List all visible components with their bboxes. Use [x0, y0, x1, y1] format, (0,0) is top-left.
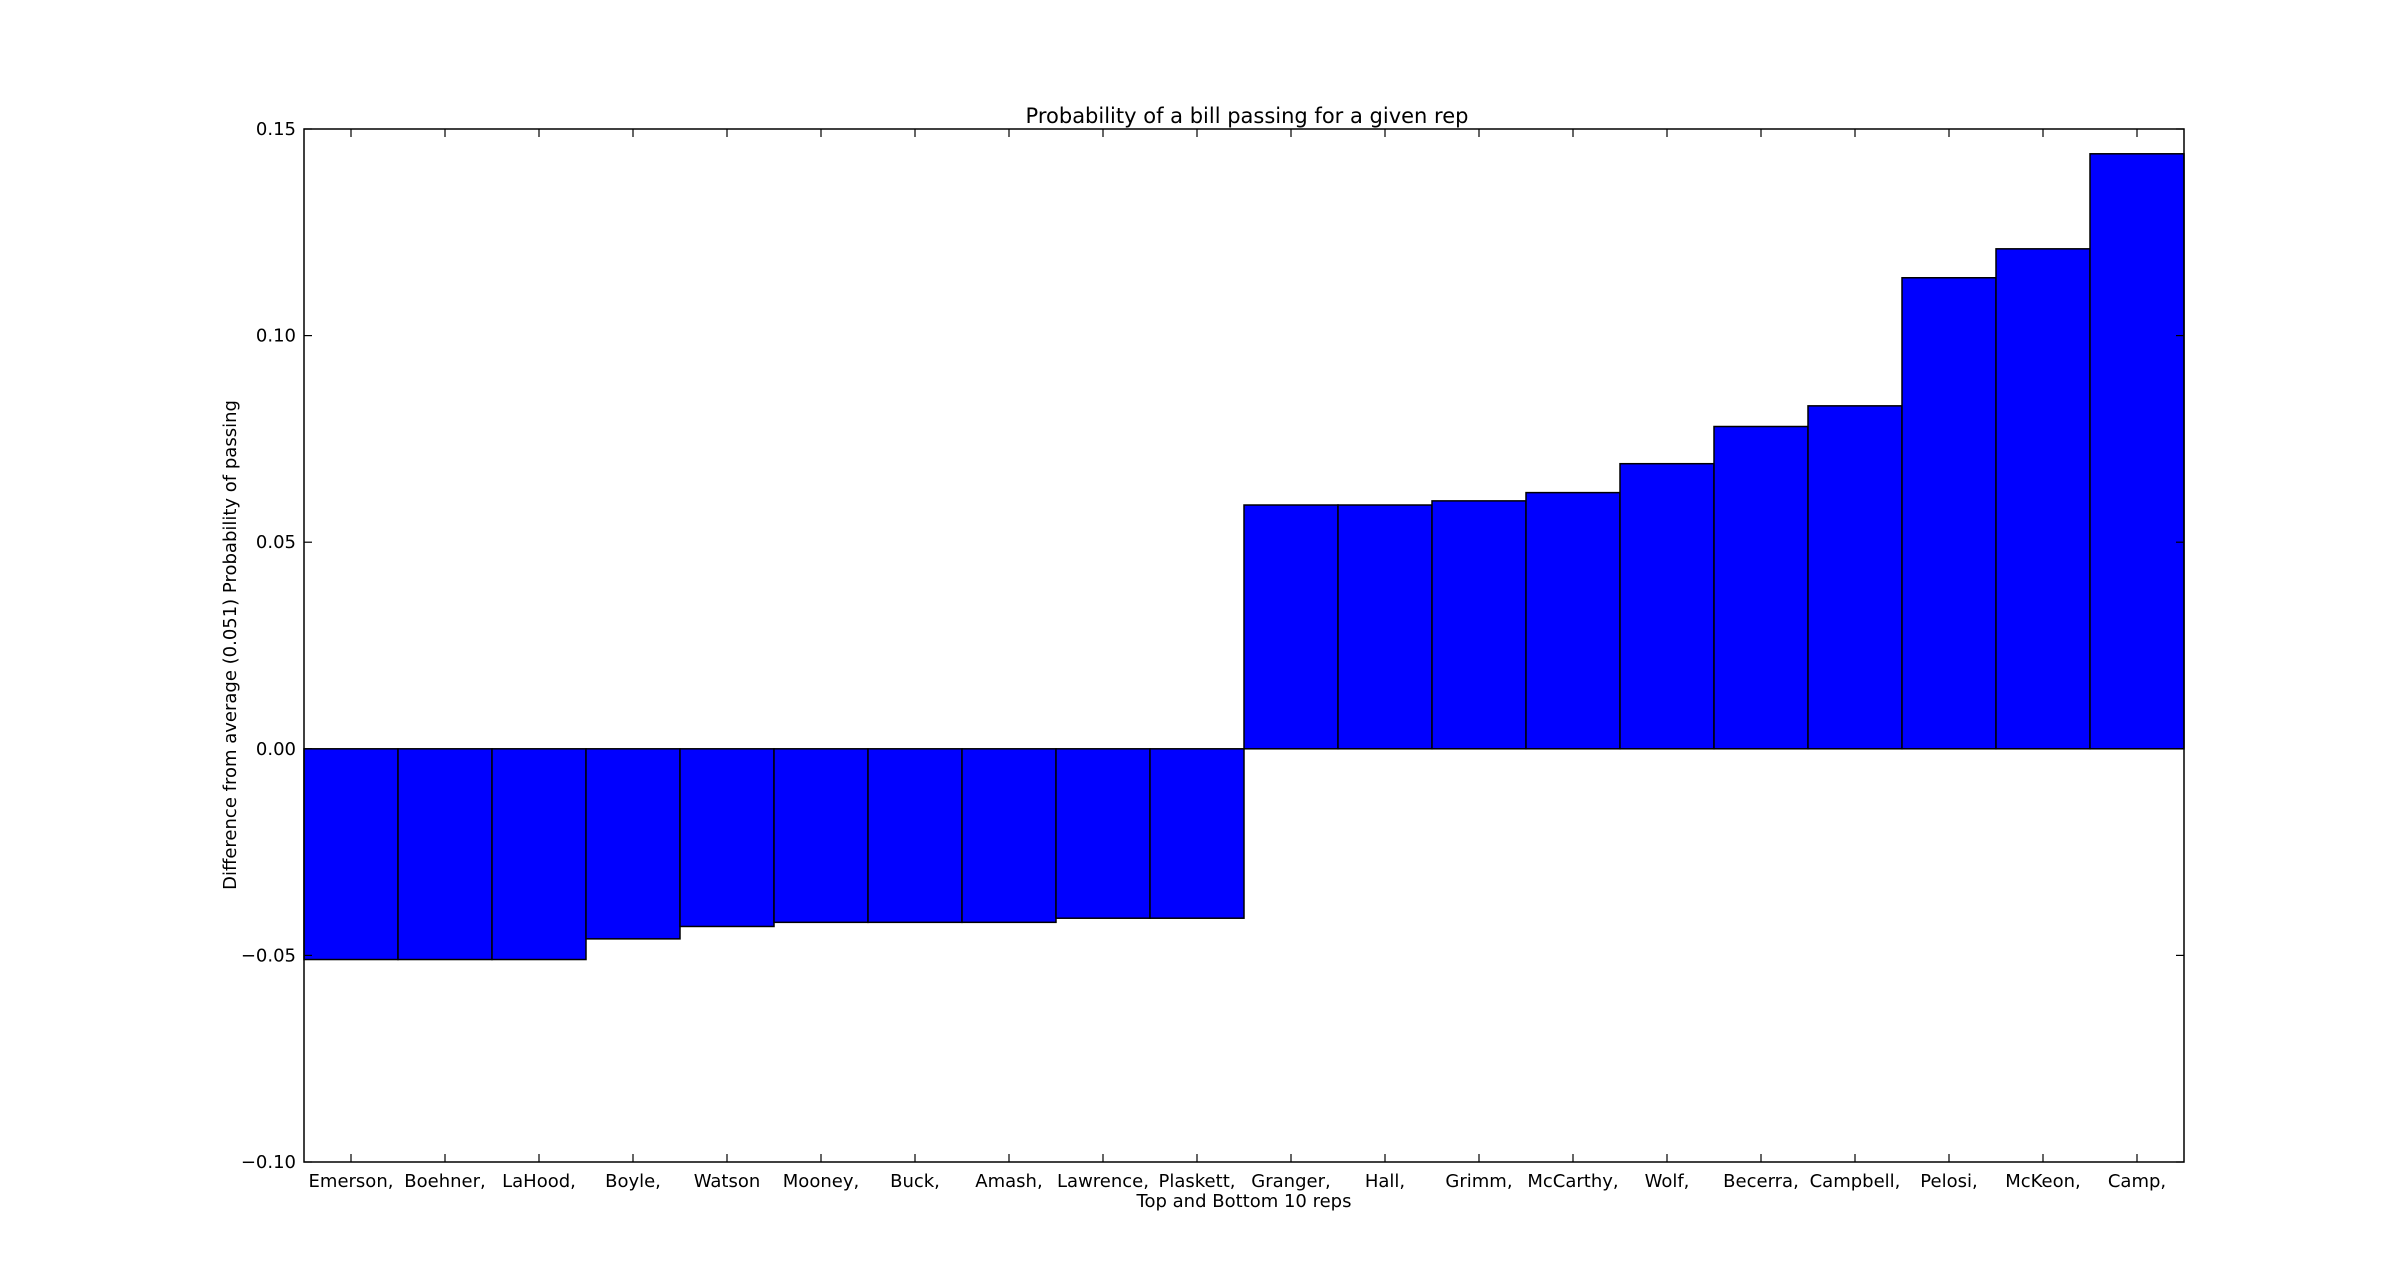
x-tick-label: Wolf, [1645, 1171, 1690, 1192]
bar-14 [1619, 462, 1715, 750]
bar-3 [585, 748, 681, 940]
x-axis-label: Top and Bottom 10 reps [1136, 1191, 1352, 1212]
x-tick-label: Emerson, [309, 1171, 394, 1192]
x-tick-label: LaHood, [502, 1171, 576, 1192]
bar-16 [1807, 405, 1903, 750]
bar-5 [773, 748, 869, 924]
x-tick-label: McKeon, [2005, 1171, 2081, 1192]
bar-19 [2089, 153, 2185, 750]
x-tick-label: Mooney, [783, 1171, 859, 1192]
y-axis-label: Difference from average (0.051) Probabil… [220, 400, 241, 890]
bar-11 [1337, 504, 1433, 750]
bar-8 [1055, 748, 1151, 919]
bar-12 [1431, 500, 1527, 750]
y-tick-label: −0.10 [241, 1152, 296, 1173]
y-axis-ticks: 0.15 0.10 0.05 0.00 −0.05 −0.10 [241, 119, 2184, 1173]
y-tick-label: 0.15 [256, 119, 296, 140]
x-tick-label: Buck, [890, 1171, 940, 1192]
bar-6 [867, 748, 963, 924]
y-tick-label: 0.05 [256, 532, 296, 553]
bar-4 [679, 748, 775, 928]
x-tick-label: Becerra, [1723, 1171, 1799, 1192]
x-tick-label: Grimm, [1445, 1171, 1512, 1192]
x-tick-label: Lawrence, [1057, 1171, 1149, 1192]
x-tick-label: Boyle, [605, 1171, 661, 1192]
x-axis-ticks: Emerson, Boehner, LaHood, Boyle, Watson Moone… [309, 129, 2166, 1192]
bar-17 [1901, 277, 1997, 750]
plot-frame [303, 128, 2185, 1163]
y-tick-label: 0.10 [256, 326, 296, 347]
bar-1 [397, 748, 493, 961]
x-tick-label: Plaskett, [1159, 1171, 1236, 1192]
bar-7 [961, 748, 1057, 924]
x-tick-label: Hall, [1365, 1171, 1405, 1192]
x-tick-label: Pelosi, [1920, 1171, 1977, 1192]
x-tick-label: Watson [694, 1171, 761, 1192]
y-tick-label: −0.05 [241, 945, 296, 966]
chart-title: Probability of a bill passing for a give… [1026, 104, 1469, 128]
x-tick-label: Amash, [975, 1171, 1042, 1192]
x-tick-label: Granger, [1251, 1171, 1330, 1192]
bar-10 [1243, 504, 1339, 750]
bar-2 [491, 748, 587, 961]
x-tick-label: Campbell, [1810, 1171, 1901, 1192]
x-tick-label: Boehner, [404, 1171, 485, 1192]
bar-0 [303, 748, 399, 961]
bar-15 [1713, 425, 1809, 750]
x-tick-label: Camp, [2108, 1171, 2166, 1192]
x-tick-label: McCarthy, [1527, 1171, 1618, 1192]
bar-18 [1995, 248, 2091, 750]
bar-13 [1525, 491, 1621, 750]
y-tick-label: 0.00 [256, 739, 296, 760]
bars-group [303, 153, 2185, 961]
bar-9 [1149, 748, 1245, 919]
